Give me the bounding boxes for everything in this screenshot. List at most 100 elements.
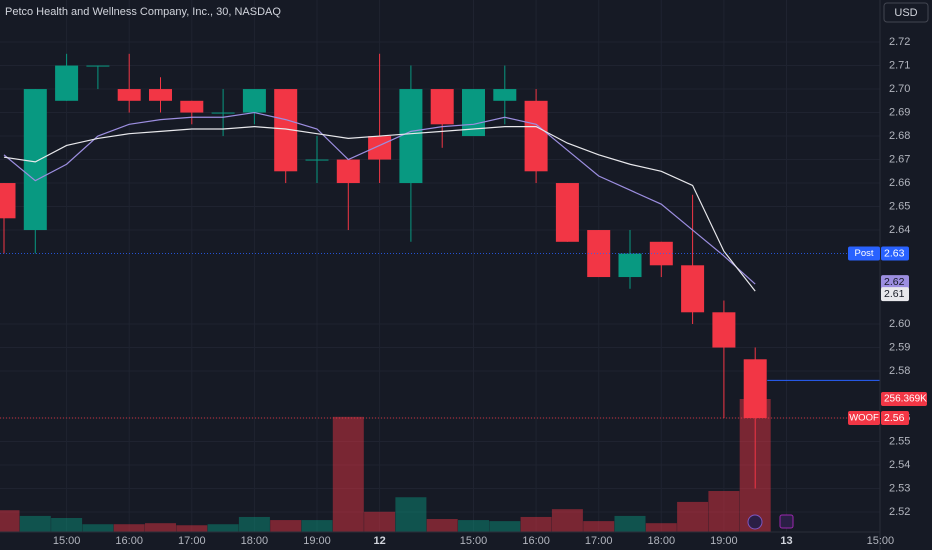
y-tick-label: 2.55 xyxy=(889,435,910,447)
volume-bar xyxy=(82,524,114,532)
earnings-icon[interactable] xyxy=(779,514,794,529)
candle-body xyxy=(524,100,548,172)
y-tick-label: 2.58 xyxy=(889,365,910,377)
chart-title: Petco Health and Wellness Company, Inc.,… xyxy=(5,6,281,18)
volume-bar xyxy=(207,524,239,532)
x-tick-label: 15:00 xyxy=(53,535,81,547)
candle-body xyxy=(743,359,767,419)
y-tick-label: 2.72 xyxy=(889,36,910,48)
candle-body xyxy=(55,65,79,101)
currency-button[interactable] xyxy=(883,2,929,23)
candle-body xyxy=(368,136,392,160)
candle-body xyxy=(242,89,266,113)
series-badge-label: 2.61 xyxy=(884,288,905,300)
series-badge-label: 2.62 xyxy=(884,276,905,288)
volume-bar xyxy=(395,497,427,532)
volume-bar xyxy=(458,520,489,532)
event-icon[interactable] xyxy=(747,514,763,530)
candle-body xyxy=(681,265,705,313)
marker-tag-label: Post xyxy=(854,248,873,259)
candle-body xyxy=(587,230,611,278)
volume-bar xyxy=(489,521,521,532)
volume-bar xyxy=(332,416,364,532)
candle-body xyxy=(86,65,110,67)
volume-bar xyxy=(708,491,740,532)
price-badge xyxy=(881,246,909,261)
y-tick-label: 2.67 xyxy=(889,153,910,165)
volume-bar xyxy=(238,516,270,532)
volume-bar xyxy=(364,511,396,532)
y-tick-label: 2.68 xyxy=(889,130,910,142)
volume-layer xyxy=(0,399,771,532)
price-badge-label: 2.63 xyxy=(884,247,905,259)
x-tick-label: 13 xyxy=(780,535,792,547)
x-tick-label: 18:00 xyxy=(648,535,676,547)
volume-bar xyxy=(520,516,552,532)
volume-bar xyxy=(51,517,83,532)
x-tick-label: 12 xyxy=(373,535,385,547)
candle-body xyxy=(493,89,517,101)
x-tick-label: 15:00 xyxy=(867,535,895,547)
candle-body xyxy=(336,159,360,184)
volume-bar xyxy=(0,510,20,532)
axis-layer: 2.52 2.53 2.54 2.55 2.56 2.58 2.59 2.60 2.64 2.65… xyxy=(53,36,927,547)
series-badge xyxy=(881,287,909,302)
ma-line xyxy=(3,111,756,285)
volume-bar xyxy=(19,515,51,532)
candle-body xyxy=(180,100,204,113)
y-tick-label: 2.69 xyxy=(889,106,910,118)
volume-bar xyxy=(677,501,709,532)
x-tick-label: 15:00 xyxy=(460,535,488,547)
candle-body xyxy=(618,253,642,278)
plot-layer xyxy=(0,53,880,489)
y-tick-label: 2.53 xyxy=(889,482,910,494)
currency-label[interactable]: USD xyxy=(894,7,917,19)
y-tick-label: 2.52 xyxy=(889,506,910,518)
candle-body xyxy=(274,89,298,172)
x-tick-label: 19:00 xyxy=(710,535,738,547)
volume-bar xyxy=(270,520,302,532)
y-tick-label: 2.70 xyxy=(889,83,910,95)
volume-bar xyxy=(145,523,176,532)
volume-bar xyxy=(551,509,583,532)
marker-tag xyxy=(848,411,880,426)
y-tick-label: 2.59 xyxy=(889,341,910,353)
volume-bar xyxy=(614,515,646,532)
x-tick-label: 16:00 xyxy=(522,535,550,547)
price-badge xyxy=(881,411,909,426)
candle-body xyxy=(0,183,16,219)
candle-body xyxy=(430,89,454,125)
volume-badge-label: 256.369K xyxy=(884,394,927,405)
volume-bar xyxy=(645,523,677,532)
x-tick-label: 19:00 xyxy=(303,535,331,547)
x-tick-label: 17:00 xyxy=(178,535,206,547)
y-tick-label: 2.65 xyxy=(889,200,910,212)
candle-body xyxy=(149,89,172,101)
price-axis xyxy=(880,0,932,550)
ma-line xyxy=(3,126,756,292)
y-tick-label: 2.54 xyxy=(889,459,910,471)
candle-body xyxy=(117,89,141,101)
candle-body xyxy=(305,159,329,161)
marker-tag-label: WOOF xyxy=(849,413,879,424)
candle-body xyxy=(649,241,673,266)
x-tick-label: 18:00 xyxy=(241,535,269,547)
y-tick-label: 2.71 xyxy=(889,59,910,71)
volume-bar xyxy=(583,521,615,532)
volume-bar xyxy=(113,524,145,532)
marker-tag xyxy=(848,246,880,261)
volume-badge xyxy=(881,392,927,406)
series-badge xyxy=(881,275,909,290)
y-tick-label: 2.60 xyxy=(889,318,910,330)
volume-bar xyxy=(426,519,458,532)
candle-body xyxy=(555,183,579,242)
candle-body xyxy=(211,112,235,114)
price-badge-label: 2.56 xyxy=(884,412,905,424)
candle-body xyxy=(23,89,47,231)
candle-body xyxy=(399,89,423,184)
x-tick-label: 16:00 xyxy=(115,535,143,547)
y-tick-label: 2.64 xyxy=(889,224,910,236)
